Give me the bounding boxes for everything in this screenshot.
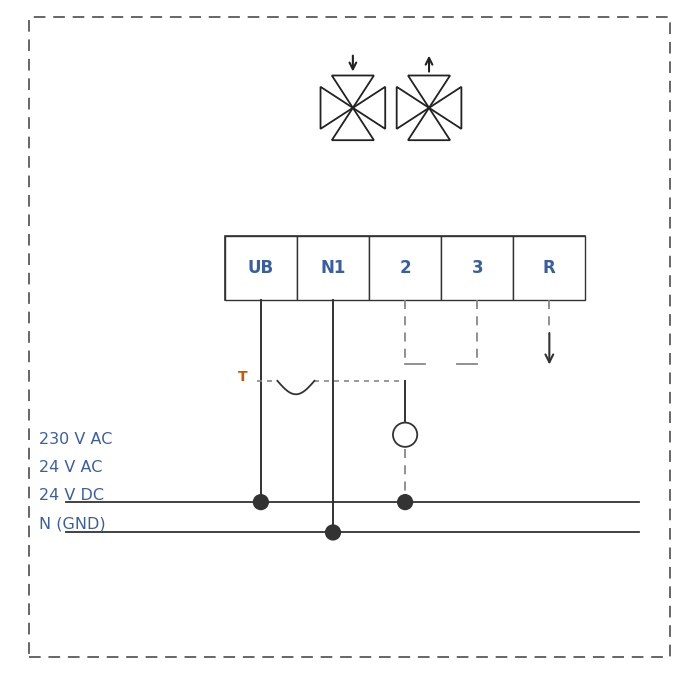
Text: 24 V DC: 24 V DC bbox=[39, 488, 104, 503]
Text: R: R bbox=[543, 259, 556, 277]
Bar bbox=[297, 236, 369, 300]
Text: N1: N1 bbox=[320, 259, 346, 277]
Text: 2: 2 bbox=[399, 259, 411, 277]
Text: T: T bbox=[238, 370, 248, 384]
Circle shape bbox=[254, 495, 268, 510]
Text: 230 V AC: 230 V AC bbox=[39, 432, 113, 447]
Bar bbox=[513, 236, 585, 300]
Text: 24 V AC: 24 V AC bbox=[39, 460, 103, 474]
Bar bbox=[225, 236, 297, 300]
Bar bbox=[369, 236, 441, 300]
Bar bbox=[441, 236, 513, 300]
Text: UB: UB bbox=[248, 259, 274, 277]
Circle shape bbox=[398, 495, 412, 510]
Circle shape bbox=[326, 525, 340, 540]
Circle shape bbox=[393, 423, 417, 447]
Text: N (GND): N (GND) bbox=[39, 517, 106, 532]
Bar bbox=[225, 236, 585, 300]
Text: 3: 3 bbox=[471, 259, 483, 277]
